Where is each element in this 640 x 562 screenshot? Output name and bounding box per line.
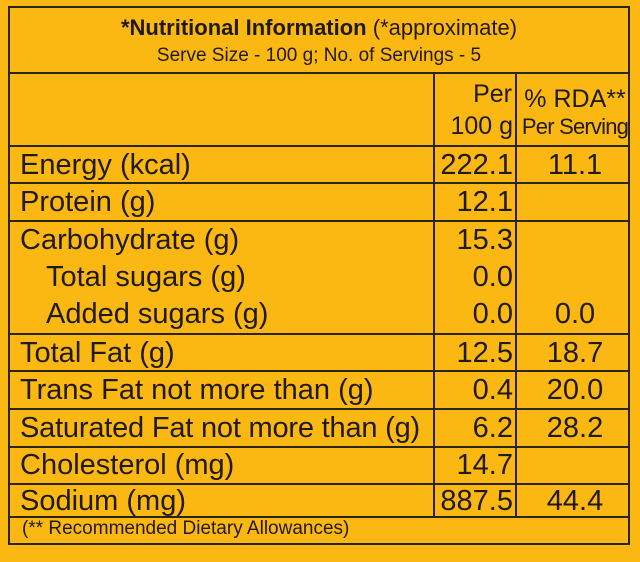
title-bold: *Nutritional Information bbox=[120, 15, 367, 40]
row-label-saturated-fat: Saturated Fat not more than (g) bbox=[20, 412, 421, 444]
row-label-carbohydrate: Carbohydrate (g) bbox=[20, 224, 240, 256]
row-rule bbox=[10, 333, 628, 335]
footer-rule bbox=[10, 516, 628, 518]
row-rda-saturated-fat: 28.2 bbox=[546, 412, 604, 444]
row-value-sodium: 887.5 bbox=[440, 485, 513, 517]
row-label-energy: Energy (kcal) bbox=[20, 149, 191, 181]
row-label-added-sugars: Added sugars (g) bbox=[46, 298, 269, 330]
row-rda-total-fat: 18.7 bbox=[546, 337, 604, 369]
footnote: (** Recommended Dietary Allowances) bbox=[22, 518, 350, 539]
row-rda-added-sugars: 0.0 bbox=[554, 298, 596, 330]
row-rda-sodium: 44.4 bbox=[546, 485, 604, 517]
row-value-protein: 12.1 bbox=[456, 186, 513, 218]
row-value-energy: 222.1 bbox=[440, 149, 513, 181]
row-label-total-fat: Total Fat (g) bbox=[20, 337, 175, 369]
row-value-carbohydrate: 15.3 bbox=[456, 224, 513, 256]
col-header-per-line1: Per bbox=[473, 80, 512, 108]
row-value-saturated-fat: 6.2 bbox=[472, 412, 513, 444]
row-rule bbox=[10, 220, 628, 222]
panel-title: *Nutritional Information (*approximate) bbox=[10, 15, 628, 41]
row-rule bbox=[10, 483, 628, 485]
row-rule bbox=[10, 182, 628, 184]
row-rda-energy: 11.1 bbox=[547, 149, 603, 181]
row-value-added-sugars: 0.0 bbox=[472, 298, 513, 330]
nutrition-panel: *Nutritional Information (*approximate) … bbox=[8, 6, 630, 545]
row-label-protein: Protein (g) bbox=[20, 186, 156, 218]
row-value-total-sugars: 0.0 bbox=[472, 261, 513, 293]
row-rule bbox=[10, 370, 628, 372]
row-rda-trans-fat: 20.0 bbox=[546, 374, 604, 406]
serve-size-line: Serve Size - 100 g; No. of Servings - 5 bbox=[156, 45, 482, 66]
row-rule bbox=[10, 408, 628, 410]
column-divider-2 bbox=[515, 72, 517, 518]
col-header-per-line2: 100 g bbox=[450, 112, 513, 140]
row-label-cholesterol: Cholesterol (mg) bbox=[20, 449, 235, 481]
row-value-total-fat: 12.5 bbox=[456, 337, 513, 369]
row-rule bbox=[10, 446, 628, 448]
col-header-rda-line1: % RDA** bbox=[524, 85, 626, 113]
header-rule bbox=[10, 145, 628, 147]
title-note: (*approximate) bbox=[366, 15, 518, 40]
title-block: *Nutritional Information (*approximate) … bbox=[10, 8, 628, 74]
col-header-rda-line2: Per Serving bbox=[521, 114, 629, 139]
column-divider-1 bbox=[433, 72, 435, 518]
row-label-trans-fat: Trans Fat not more than (g) bbox=[20, 374, 374, 406]
row-label-sodium: Sodium (mg) bbox=[20, 485, 186, 517]
row-label-total-sugars: Total sugars (g) bbox=[46, 261, 246, 293]
row-value-cholesterol: 14.7 bbox=[456, 449, 513, 481]
row-value-trans-fat: 0.4 bbox=[472, 374, 513, 406]
